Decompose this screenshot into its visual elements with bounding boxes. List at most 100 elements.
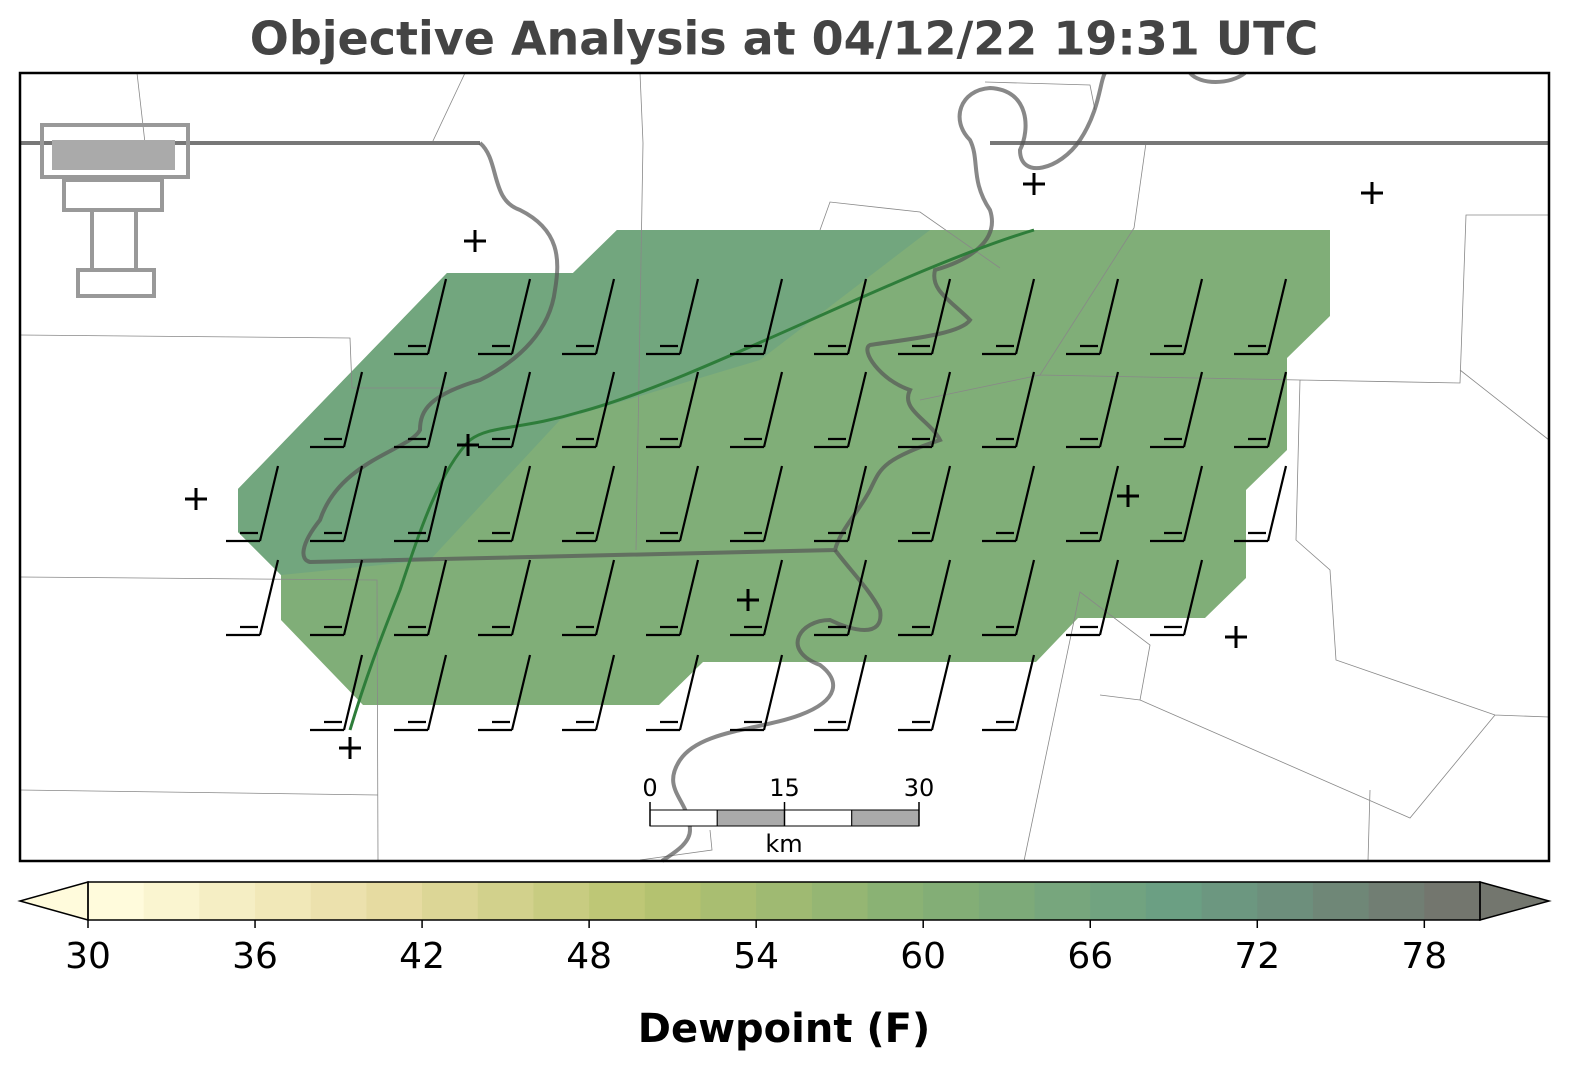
colorbar-tick-label: 42	[399, 936, 445, 977]
wind-barb	[562, 559, 616, 637]
colorbar-segment	[255, 882, 312, 920]
colorbar-segment	[644, 882, 701, 920]
colorbar-outline	[87, 881, 1481, 921]
stations	[185, 173, 1383, 759]
wind-barb	[646, 371, 700, 449]
colorbar-segment	[1090, 882, 1147, 920]
station-marker	[1225, 626, 1247, 648]
wind-barb	[394, 278, 448, 356]
dewpoint-field-dark	[238, 230, 930, 575]
colorbar-tick-label: 54	[733, 936, 779, 977]
colorbar-tick-label: 66	[1067, 936, 1113, 977]
colorbar: Dewpoint (F) 30 36 42 48 54 60 66 72 78	[17, 881, 1552, 1052]
wind-barb	[478, 465, 532, 543]
colorbar-segment	[422, 882, 479, 920]
colorbar-segment	[1201, 882, 1258, 920]
wind-barb	[1150, 278, 1204, 356]
colorbar-segment	[477, 882, 534, 920]
wind-barb	[646, 559, 700, 637]
county-lines	[19, 72, 1550, 862]
colorbar-segment	[811, 882, 869, 920]
wind-barb	[898, 654, 952, 732]
colorbar-segment	[199, 882, 256, 920]
station-marker	[737, 589, 759, 611]
colorbar-segment	[143, 882, 200, 920]
wind-barb	[982, 654, 1036, 732]
station-marker	[464, 230, 486, 252]
station-marker	[339, 737, 361, 759]
wind-barb	[478, 654, 532, 732]
colorbar-tick-label: 48	[566, 936, 612, 977]
wind-barb	[1066, 278, 1120, 356]
colorbar-segment	[1368, 882, 1425, 920]
wind-barb	[898, 559, 952, 637]
wind-barb	[730, 465, 784, 543]
wind-barb	[898, 371, 952, 449]
wind-barb	[310, 371, 364, 449]
colorbar-segment	[700, 882, 757, 920]
wind-barb	[814, 465, 868, 543]
scale-segment	[649, 809, 718, 827]
map-frame	[18, 71, 1551, 863]
wind-barb	[1150, 559, 1204, 637]
wind-barb	[898, 278, 952, 356]
scale-segment	[716, 809, 785, 827]
wind-barb	[562, 465, 616, 543]
colorbar-segment	[978, 882, 1036, 920]
colorbar-segment	[1145, 882, 1203, 920]
wind-barb	[730, 559, 784, 637]
wind-barb	[646, 654, 700, 732]
scale-tick-label: 30	[904, 774, 935, 802]
wind-barb	[646, 278, 700, 356]
wind-barb	[226, 559, 280, 637]
colorbar-extend-low	[17, 881, 89, 921]
wind-barb	[814, 371, 868, 449]
wind-barb	[1234, 278, 1288, 356]
colorbar-segment	[310, 882, 367, 920]
rivers	[301, 71, 1247, 863]
scale-unit: km	[765, 830, 802, 858]
wind-barb	[1234, 465, 1288, 543]
colorbar-tick-label: 36	[232, 936, 278, 977]
wind-barb	[394, 559, 448, 637]
wind-barb	[1066, 465, 1120, 543]
colorbar-tick-label: 72	[1234, 936, 1280, 977]
map: km 0 15 30	[18, 71, 1551, 863]
colorbar-extend-high	[1479, 881, 1552, 921]
station-marker	[1117, 485, 1139, 507]
wind-barb	[394, 371, 448, 449]
wind-barb	[730, 654, 784, 732]
colorbar-segment	[867, 882, 924, 920]
colorbar-tick-label: 78	[1401, 936, 1447, 977]
colorbar-segment	[1312, 882, 1370, 920]
wind-barb	[562, 654, 616, 732]
colorbar-segment	[1257, 882, 1314, 920]
scale-segment	[851, 809, 920, 827]
colorbar-segment	[589, 882, 646, 920]
wind-barb	[310, 654, 364, 732]
scale-bar: km 0 15 30	[642, 774, 934, 858]
wind-barb	[1234, 371, 1288, 449]
colorbar-segment	[1034, 882, 1091, 920]
wind-barb	[814, 559, 868, 637]
colorbar-segment	[923, 882, 980, 920]
boundary-line	[348, 228, 1035, 731]
wind-barb	[394, 654, 448, 732]
colorbar-segment	[1424, 882, 1481, 920]
wind-barb	[814, 278, 868, 356]
scale-tick-label: 0	[642, 774, 657, 802]
station-marker	[1023, 173, 1045, 195]
station-marker	[1361, 182, 1383, 204]
wind-barb	[394, 465, 448, 543]
station-marker	[457, 434, 479, 456]
wind-barb	[1066, 559, 1120, 637]
wind-barb	[478, 559, 532, 637]
wind-barb	[310, 559, 364, 637]
wind-barb	[730, 371, 784, 449]
logo	[40, 123, 190, 298]
colorbar-tick-label: 30	[65, 936, 111, 977]
wind-barb	[982, 371, 1036, 449]
wind-barb	[982, 278, 1036, 356]
wind-barb	[478, 371, 532, 449]
